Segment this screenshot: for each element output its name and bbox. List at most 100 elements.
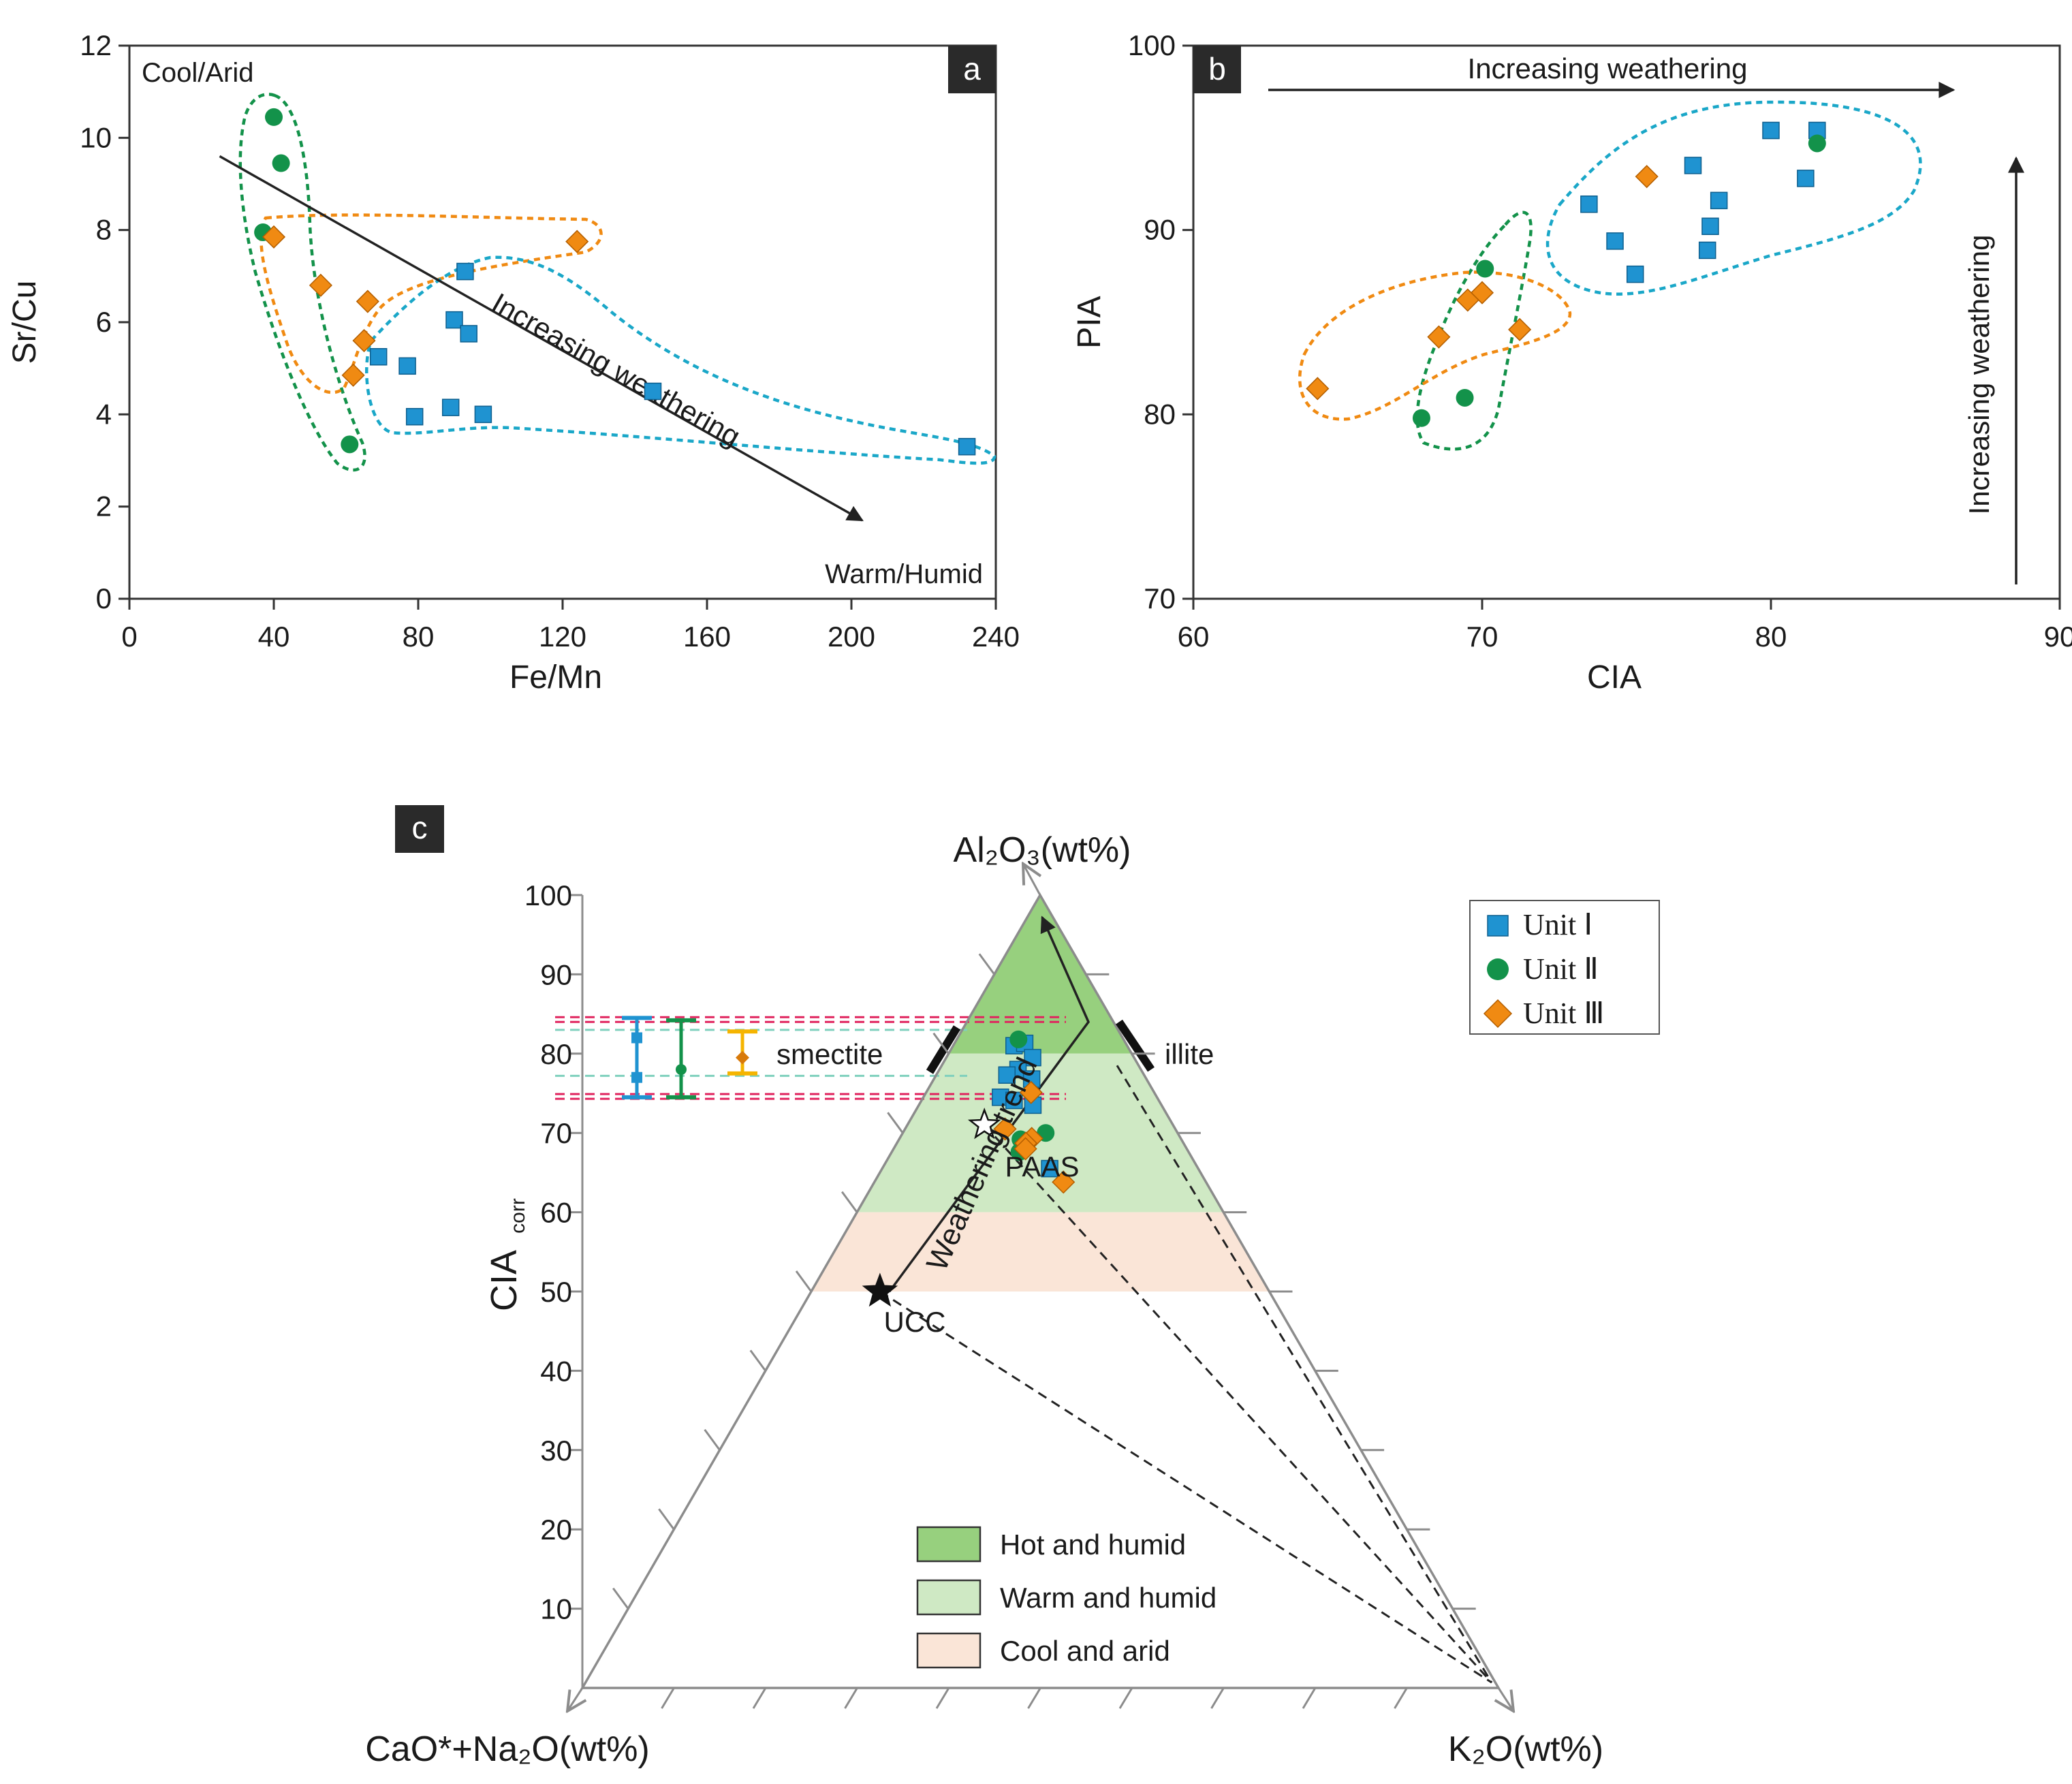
panel-a-point-unit-ii: [272, 154, 290, 172]
panel-b-label-box: [1193, 46, 1241, 93]
panel-c-point-unit-iii: [1052, 1170, 1076, 1194]
panel-a-point-unit-i: [445, 311, 463, 329]
panel-a-ytick-label: 4: [96, 398, 112, 430]
legend-unit3-label: Unit Ⅲ: [1523, 997, 1605, 1030]
panel-b-side-arrow-label: Increasing weathering: [1963, 235, 1995, 515]
panel-a-point-unit-i: [958, 437, 976, 456]
panel-b-point-unit-iii: [1508, 317, 1532, 341]
legend-zone-cool-label: Cool and arid: [1000, 1635, 1170, 1667]
cia-tick-label: 90: [540, 958, 572, 990]
panel-a-point-unit-i: [456, 262, 474, 281]
cia-tick-label: 60: [540, 1197, 572, 1229]
panel-c-label: c: [412, 810, 428, 845]
panel-b-point-unit-i: [1710, 191, 1728, 210]
paas-star: [967, 1108, 1001, 1140]
panel-c-point-unit-i: [1041, 1159, 1058, 1178]
panel-b-point-unit-i: [1698, 241, 1716, 260]
left-edge-tick: [749, 1349, 767, 1372]
legend-unit2-marker: [1487, 958, 1509, 980]
cia-tick-label: 40: [540, 1355, 572, 1387]
panel-b-point-unit-iii: [1635, 165, 1659, 189]
cia-tick-label: 70: [540, 1117, 572, 1149]
panel-a-ytick-label: 10: [80, 121, 112, 153]
panel-b-xlabel: CIA: [1587, 659, 1642, 695]
panel-a-ytick-label: 12: [80, 29, 112, 61]
smectite-label: smectite: [776, 1038, 883, 1070]
bottom-edge-tick: [1027, 1687, 1041, 1709]
cia-corr-axis-label: CIA corr: [484, 1198, 529, 1311]
paas-projection-line: [984, 1124, 1493, 1684]
range-marker-unit-ii: [676, 1064, 687, 1076]
panel-c-point-unit-i: [998, 1066, 1016, 1084]
panel-a-ylabel: Sr/Cu: [7, 281, 43, 364]
left-axis-arrow: [567, 1687, 582, 1711]
panel-c-point-unit-iii: [1014, 1137, 1037, 1161]
panel-a-ytick-label: 2: [96, 490, 112, 522]
bottom-edge-tick: [844, 1687, 858, 1709]
cia-tick-label: 100: [524, 879, 572, 911]
panel-c-point-unit-i: [1024, 1048, 1041, 1067]
panel-c-point-unit-iii: [993, 1117, 1017, 1141]
ucc-label: UCC: [884, 1306, 946, 1338]
panel-c-point-unit-ii: [1009, 1030, 1028, 1048]
panel-b-point-unit-iii: [1306, 377, 1330, 401]
left-edge-tick: [704, 1428, 721, 1451]
panel-a-trend-arrow: [219, 155, 864, 522]
left-edge-tick: [932, 1032, 949, 1054]
panel-a-point-unit-iii: [262, 225, 286, 249]
panel-a-point-unit-ii: [341, 435, 359, 454]
panel-c-point-unit-i: [1005, 1091, 1023, 1110]
zone-cool-and-arid: [811, 1212, 1270, 1292]
cia-corr-main: CIA: [484, 1250, 524, 1311]
legend-unit2-label: Unit Ⅱ: [1523, 952, 1599, 986]
bottom-edge-tick: [661, 1687, 675, 1709]
ucc-projection-line: [879, 1290, 1492, 1684]
panel-a-corner-bottom: Warm/Humid: [825, 559, 983, 589]
panel-b-unit3-enclosure: [1298, 270, 1572, 421]
panel-a-point-unit-iii: [352, 329, 376, 353]
panel-a-point-unit-i: [474, 405, 492, 424]
panel-a-point-unit-i: [460, 325, 477, 343]
panel-b-point-unit-ii: [1808, 134, 1826, 153]
legend-zone-warm-label: Warm and humid: [1000, 1582, 1216, 1614]
left-edge-tick: [612, 1587, 629, 1610]
panel-a-corner-top: Cool/Arid: [142, 58, 254, 88]
left-edge-tick: [658, 1508, 675, 1531]
apex-label: Al₂O₃(wt%): [954, 830, 1131, 870]
panel-b-point-unit-i: [1762, 121, 1780, 140]
panel-a-xtick-label: 40: [258, 621, 290, 653]
panel-b-xtick-label: 90: [2044, 621, 2072, 653]
illite-bar: [1116, 1019, 1155, 1072]
legend-zone-cool-swatch: [916, 1632, 982, 1669]
zones-legend: Hot and humid Warm and humid Cool and ar…: [916, 1526, 1216, 1669]
panel-a-point-unit-i: [441, 398, 460, 416]
panel-a-unit2-enclosure: [238, 93, 366, 472]
ucc-star: [862, 1272, 898, 1307]
panel-b-xtick-label: 80: [1755, 621, 1787, 653]
left-edge-tick: [795, 1270, 813, 1292]
panel-b-ytick-label: 70: [1144, 582, 1176, 614]
panel-b-xtick-label: 60: [1178, 621, 1210, 653]
apex-axis-arrow: [1023, 864, 1040, 896]
right-axis-arrow: [1498, 1687, 1513, 1711]
panel-c-label-box: [395, 805, 444, 853]
panel-b-unit2-enclosure: [1415, 210, 1533, 451]
panel-a-axes: 0 40 80 120 160 200 240 0 2 4 6 8 10 12: [80, 29, 1020, 653]
range-marker-unit-iii: [736, 1050, 749, 1065]
panel-b-point-unit-ii: [1476, 260, 1494, 278]
bottom-edge-tick: [1118, 1687, 1133, 1709]
panel-b-point-unit-i: [1606, 232, 1624, 250]
panel-a-xtick-label: 200: [828, 621, 875, 653]
panel-a-point-unit-i: [369, 348, 388, 366]
panel-a-ytick-label: 8: [96, 214, 112, 246]
paas-label: PAAS: [1005, 1151, 1080, 1183]
panel-a-xtick-label: 160: [683, 621, 731, 653]
panel-c-point-unit-iii: [1019, 1080, 1043, 1104]
cia-tick-label: 50: [540, 1276, 572, 1308]
cia-tick-label: 10: [540, 1593, 572, 1625]
legend-zone-warm-swatch: [916, 1579, 982, 1616]
ternary-reference-lines: [555, 1016, 1066, 1100]
